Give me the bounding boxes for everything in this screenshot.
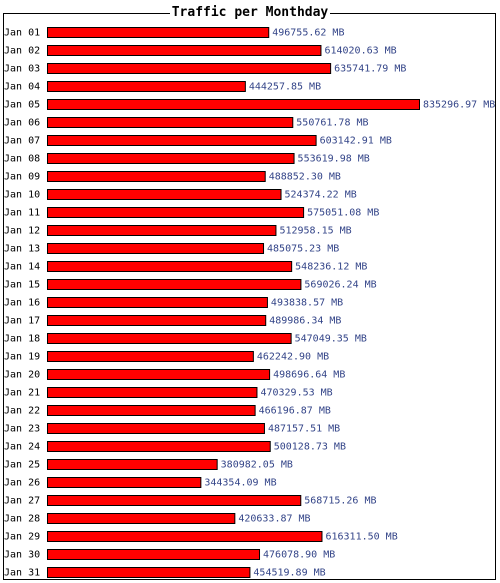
- row-label: Jan 23: [4, 424, 40, 435]
- row-label: Jan 20: [4, 370, 40, 381]
- row-label: Jan 11: [4, 208, 40, 219]
- row-label: Jan 09: [4, 172, 40, 183]
- bar: [47, 135, 317, 146]
- value-label: 489986.34 MB: [269, 316, 341, 327]
- row-label: Jan 05: [4, 100, 40, 111]
- bar: [47, 297, 268, 308]
- value-label: 493838.57 MB: [271, 298, 343, 309]
- value-label: 462242.90 MB: [257, 352, 329, 363]
- row-label: Jan 24: [4, 442, 40, 453]
- row-label: Jan 07: [4, 136, 40, 147]
- value-label: 487157.51 MB: [268, 424, 340, 435]
- value-label: 603142.91 MB: [320, 136, 392, 147]
- bar: [47, 495, 302, 506]
- bar: [47, 63, 332, 74]
- value-label: 569026.24 MB: [304, 280, 376, 291]
- row-label: Jan 01: [4, 28, 40, 39]
- row-label: Jan 31: [4, 568, 40, 579]
- bar: [47, 117, 294, 128]
- bar: [47, 567, 251, 578]
- row-label: Jan 30: [4, 550, 40, 561]
- row-label: Jan 15: [4, 280, 40, 291]
- bar: [47, 243, 265, 254]
- row-label: Jan 06: [4, 118, 40, 129]
- bar: [47, 171, 266, 182]
- row-label: Jan 17: [4, 316, 40, 327]
- row-label: Jan 19: [4, 352, 40, 363]
- value-label: 635741.79 MB: [334, 64, 406, 75]
- bar: [47, 315, 267, 326]
- bar: [47, 459, 218, 470]
- value-label: 496755.62 MB: [272, 28, 344, 39]
- value-label: 614020.63 MB: [324, 46, 396, 57]
- row-label: Jan 22: [4, 406, 40, 417]
- value-label: 498696.64 MB: [273, 370, 345, 381]
- value-label: 485075.23 MB: [267, 244, 339, 255]
- value-label: 466196.87 MB: [259, 406, 331, 417]
- bar: [47, 387, 258, 398]
- value-label: 512958.15 MB: [279, 226, 351, 237]
- value-label: 547049.35 MB: [295, 334, 367, 345]
- bar: [47, 477, 202, 488]
- row-label: Jan 08: [4, 154, 40, 165]
- bar: [47, 153, 295, 164]
- bar: [47, 369, 271, 380]
- bar: [47, 351, 254, 362]
- bar: [47, 423, 265, 434]
- value-label: 344354.09 MB: [204, 478, 276, 489]
- row-label: Jan 02: [4, 46, 40, 57]
- row-label: Jan 12: [4, 226, 40, 237]
- bar: [47, 99, 420, 110]
- bar: [47, 441, 271, 452]
- bar: [47, 261, 293, 272]
- value-label: 550761.78 MB: [296, 118, 368, 129]
- bar: [47, 45, 322, 56]
- bar: [47, 27, 270, 38]
- bar: [47, 549, 261, 560]
- row-label: Jan 03: [4, 64, 40, 75]
- value-label: 500128.73 MB: [274, 442, 346, 453]
- row-label: Jan 10: [4, 190, 40, 201]
- bar: [47, 225, 277, 236]
- value-label: 553619.98 MB: [298, 154, 370, 165]
- row-label: Jan 25: [4, 460, 40, 471]
- bar: [47, 81, 246, 92]
- row-label: Jan 04: [4, 82, 40, 93]
- row-label: Jan 26: [4, 478, 40, 489]
- row-label: Jan 21: [4, 388, 40, 399]
- bar: [47, 189, 282, 200]
- row-label: Jan 18: [4, 334, 40, 345]
- value-label: 616311.50 MB: [325, 532, 397, 543]
- row-label: Jan 27: [4, 496, 40, 507]
- value-label: 835296.97 MB: [423, 100, 495, 111]
- bar: [47, 207, 305, 218]
- value-label: 444257.85 MB: [249, 82, 321, 93]
- value-label: 420633.87 MB: [238, 514, 310, 525]
- row-label: Jan 29: [4, 532, 40, 543]
- row-label: Jan 14: [4, 262, 40, 273]
- value-label: 454519.89 MB: [253, 568, 325, 579]
- row-label: Jan 13: [4, 244, 40, 255]
- bar: [47, 513, 236, 524]
- value-label: 470329.53 MB: [260, 388, 332, 399]
- bar: [47, 279, 302, 290]
- row-label: Jan 16: [4, 298, 40, 309]
- value-label: 524374.22 MB: [285, 190, 357, 201]
- value-label: 548236.12 MB: [295, 262, 367, 273]
- bar: [47, 405, 256, 416]
- row-label: Jan 28: [4, 514, 40, 525]
- value-label: 488852.30 MB: [269, 172, 341, 183]
- value-label: 575051.08 MB: [307, 208, 379, 219]
- value-label: 380982.05 MB: [221, 460, 293, 471]
- value-label: 476078.90 MB: [263, 550, 335, 561]
- bar: [47, 531, 323, 542]
- value-label: 568715.26 MB: [304, 496, 376, 507]
- bar: [47, 333, 292, 344]
